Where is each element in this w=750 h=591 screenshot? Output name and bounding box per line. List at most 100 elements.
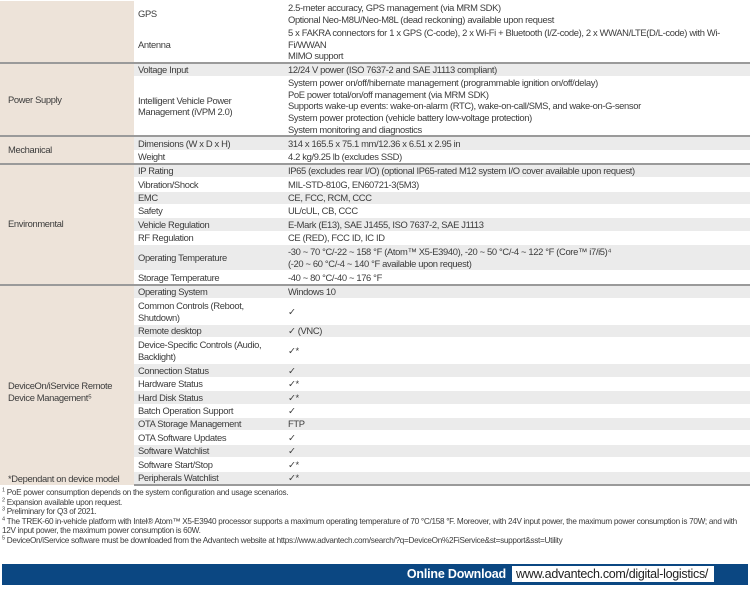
feature-label: Peripherals Watchlist	[134, 470, 284, 486]
footnote-text: PoE power consumption depends on the sys…	[6, 487, 289, 497]
spec-row: Weight 4.2 kg/9.25 lb (excludes SSD)	[0, 149, 750, 164]
feature-value: ✓	[284, 443, 750, 458]
spec-row: Device-Specific Controls (Audio, Backlig…	[0, 337, 750, 364]
spec-table: GPS 2.5-meter accuracy, GPS management (v…	[0, 0, 750, 486]
feature-value: UL/cUL, CB, CCC	[284, 204, 750, 218]
spec-row: Batch Operation Support ✓	[0, 403, 750, 418]
feature-value: -40 ~ 80 °C/-40 ~ 176 °F	[284, 270, 750, 285]
value-line: ✓	[288, 364, 296, 376]
spec-row: Peripherals Watchlist ✓*	[0, 470, 750, 486]
footnote: 2 Expansion available upon request.	[2, 496, 748, 508]
value-line: ✓	[288, 305, 296, 317]
spec-row: EMC CE, FCC, RCM, CCC	[0, 190, 750, 205]
spec-row: Environmental IP Rating IP65 (excludes rea…	[0, 162, 750, 285]
value-line: Optional Neo-M8U/Neo-M8L (dead reckoning…	[288, 13, 554, 25]
category-label: Mechanical	[8, 144, 52, 156]
spec-row: Safety UL/cUL, CB, CCC	[0, 204, 750, 218]
feature-value: ✓	[284, 430, 750, 445]
feature-label: Antenna	[134, 25, 284, 63]
feature-label: Weight	[134, 149, 284, 164]
category-cell: Power Supply	[0, 61, 134, 137]
feature-label: Operating Temperature	[134, 244, 284, 271]
feature-value: ✓*	[284, 457, 750, 472]
category-cell	[0, 0, 134, 63]
feature-value: ✓	[284, 363, 750, 378]
value-line: System power on/off/hibernate management…	[288, 77, 598, 89]
category-label: DeviceOn/iService Remote Device Manageme…	[8, 380, 113, 403]
value-line: 5 x FAKRA connectors for 1 x GPS (C-code…	[288, 27, 720, 50]
footnote: 4 The TREK-60 in-vehicle platform with I…	[2, 516, 748, 536]
feature-label: Hardware Status	[134, 376, 284, 391]
value-line: MIL-STD-810G, EN60721-3(5M3)	[288, 178, 419, 190]
download-url-link[interactable]: www.advantech.com/digital-logistics/	[512, 565, 714, 582]
feature-label: OTA Storage Management	[134, 416, 284, 431]
feature-value: Windows 10	[284, 283, 750, 299]
spec-row: Hardware Status ✓*	[0, 376, 750, 391]
value-line: ✓*	[288, 391, 299, 403]
value-line: -30 ~ 70 °C/-22 ~ 158 °F (Atom™ X5-E3940…	[288, 246, 612, 258]
spec-row: OTA Software Updates ✓	[0, 430, 750, 445]
value-line: ✓*	[288, 471, 299, 483]
footnote-mark: 2	[2, 496, 5, 503]
value-line: FTP	[288, 418, 305, 430]
feature-label: Software Start/Stop	[134, 457, 284, 472]
value-line: E-Mark (E13), SAE J1455, ISO 7637-2, SAE…	[288, 218, 484, 230]
value-line: UL/cUL, CB, CCC	[288, 205, 358, 217]
feature-label: Batch Operation Support	[134, 403, 284, 418]
category-label: Environmental	[8, 218, 64, 230]
value-line: PoE power total/on/off management (via M…	[288, 88, 489, 100]
feature-value: 4.2 kg/9.25 lb (excludes SSD)	[284, 149, 750, 164]
feature-value: 5 x FAKRA connectors for 1 x GPS (C-code…	[284, 25, 750, 63]
footnote-mark: 1	[2, 487, 5, 494]
value-line: ✓	[288, 431, 296, 443]
spec-row: Intelligent Vehicle Power Management (iV…	[0, 76, 750, 137]
feature-label: Vehicle Regulation	[134, 217, 284, 232]
feature-value: CE, FCC, RCM, CCC	[284, 190, 750, 205]
value-line: 4.2 kg/9.25 lb (excludes SSD)	[288, 150, 402, 162]
value-line: 2.5-meter accuracy, GPS management (via …	[288, 1, 501, 13]
value-line: ✓*	[288, 378, 299, 390]
feature-value: ✓	[284, 298, 750, 325]
value-line: Supports wake-up events: wake-on-alarm (…	[288, 100, 641, 112]
category-label: Power Supply	[8, 93, 62, 105]
feature-label: Safety	[134, 204, 284, 218]
feature-label: Common Controls (Reboot, Shutdown)	[134, 298, 284, 325]
feature-label: Remote desktop	[134, 324, 284, 338]
feature-value: MIL-STD-810G, EN60721-3(5M3)	[284, 177, 750, 192]
spec-row: Software Start/Stop ✓*	[0, 457, 750, 472]
category-note: *Dependant on device model	[8, 473, 120, 485]
spec-row: Software Watchlist ✓	[0, 443, 750, 458]
value-line: System power protection (vehicle battery…	[288, 111, 532, 123]
feature-label: Dimensions (W x D x H)	[134, 135, 284, 151]
feature-value: ✓*	[284, 470, 750, 486]
footnote-mark: 5	[2, 535, 5, 542]
spec-row: Vibration/Shock MIL-STD-810G, EN60721-3(5…	[0, 177, 750, 192]
feature-label: Storage Temperature	[134, 270, 284, 285]
feature-label: Connection Status	[134, 363, 284, 378]
spec-row: Power Supply Voltage Input 12/24 V power (…	[0, 61, 750, 137]
spec-row: RF Regulation CE (RED), FCC ID, IC ID	[0, 230, 750, 245]
spec-row: Storage Temperature -40 ~ 80 °C/-40 ~ 176…	[0, 270, 750, 285]
online-download-bar: Online Download www.advantech.com/digita…	[2, 563, 748, 585]
online-download-label: Online Download	[406, 566, 506, 581]
footnote-mark: 3	[2, 506, 5, 513]
value-line: 12/24 V power (ISO 7637-2 and SAE J1113 …	[288, 64, 497, 76]
value-line: ✓ (VNC)	[288, 325, 323, 337]
footnote-text: DeviceOn/iService software must be downl…	[6, 535, 563, 545]
value-line: System monitoring and diagnostics	[288, 123, 422, 135]
feature-label: IP Rating	[134, 162, 284, 178]
spec-row: Vehicle Regulation E-Mark (E13), SAE J145…	[0, 217, 750, 232]
feature-label: EMC	[134, 190, 284, 205]
feature-value: -30 ~ 70 °C/-22 ~ 158 °F (Atom™ X5-E3940…	[284, 244, 750, 271]
feature-label: RF Regulation	[134, 230, 284, 245]
feature-value: System power on/off/hibernate management…	[284, 76, 750, 137]
value-line: 314 x 165.5 x 75.1 mm/12.36 x 6.51 x 2.9…	[288, 137, 461, 149]
spec-row: Mechanical Dimensions (W x D x H) 314 x 16…	[0, 135, 750, 164]
feature-value: ✓ (VNC)	[284, 324, 750, 338]
feature-label: GPS	[134, 0, 284, 27]
value-line: ✓	[288, 405, 296, 416]
category-cell: Environmental	[0, 162, 134, 285]
category-cell: DeviceOn/iService Remote Device Manageme…	[0, 283, 134, 485]
spec-row: Operating Temperature -30 ~ 70 °C/-22 ~ 1…	[0, 244, 750, 271]
